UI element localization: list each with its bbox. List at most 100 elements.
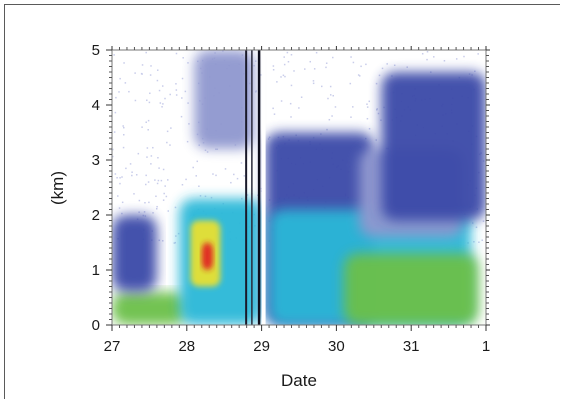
noise-dot — [123, 126, 125, 129]
noise-dot — [328, 118, 331, 121]
noise-dot — [181, 97, 183, 99]
noise-dot — [160, 179, 163, 182]
noise-dot — [304, 68, 306, 70]
noise-dot — [289, 102, 292, 105]
vertical-streaks — [245, 50, 266, 325]
noise-dot — [368, 100, 371, 103]
region-lavender — [194, 50, 255, 149]
noise-dot — [122, 133, 125, 136]
noise-dot — [161, 106, 163, 108]
noise-dot — [162, 103, 164, 105]
noise-dot — [290, 116, 292, 118]
noise-dot — [286, 51, 289, 54]
noise-dot — [124, 82, 127, 84]
noise-dot — [122, 125, 124, 127]
noise-dot — [365, 63, 367, 66]
noise-dot — [117, 195, 119, 197]
noise-dot — [145, 183, 147, 186]
noise-dot — [377, 112, 380, 115]
noise-dot — [147, 119, 150, 122]
noise-dot — [477, 53, 479, 55]
noise-dot — [185, 178, 187, 181]
noise-dot — [204, 195, 207, 198]
noise-dot — [204, 149, 207, 152]
noise-dot — [329, 85, 332, 88]
noise-dot — [352, 61, 355, 64]
noise-dot — [131, 174, 133, 177]
noise-dot — [187, 102, 189, 104]
noise-dot — [119, 182, 121, 185]
noise-dot — [150, 65, 152, 67]
noise-dot — [332, 56, 334, 59]
noise-dot — [155, 195, 157, 198]
noise-dot — [146, 147, 149, 149]
noise-dot — [187, 62, 189, 64]
noise-dot — [283, 56, 285, 58]
noise-dot — [260, 74, 262, 76]
noise-dot — [320, 85, 323, 88]
noise-dot — [474, 70, 476, 73]
region-blue — [381, 72, 486, 221]
region-blue — [112, 215, 157, 292]
noise-dot — [366, 106, 369, 108]
noise-dot — [113, 54, 115, 56]
noise-dot — [162, 240, 164, 242]
noise-dot — [158, 89, 161, 92]
noise-dot — [482, 220, 485, 222]
noise-dot — [125, 167, 127, 170]
noise-dot — [327, 97, 329, 100]
noise-dot — [260, 187, 263, 190]
noise-dot — [175, 235, 177, 237]
noise-dot — [349, 82, 352, 85]
x-axis-label: Date — [281, 371, 317, 390]
noise-dot — [175, 83, 177, 85]
noise-dot — [298, 107, 300, 109]
noise-dot — [287, 60, 290, 63]
noise-dot — [358, 75, 361, 77]
noise-dot — [114, 173, 117, 175]
noise-dot — [393, 64, 396, 67]
noise-dot — [243, 175, 246, 177]
noise-dot — [118, 207, 121, 209]
region-red — [201, 242, 213, 270]
noise-dot — [290, 53, 293, 56]
noise-dot — [293, 70, 295, 72]
noise-dot — [123, 62, 125, 64]
noise-dot — [426, 58, 428, 61]
noise-dot — [134, 99, 137, 102]
noise-dot — [272, 107, 274, 110]
noise-dot — [254, 91, 257, 93]
noise-dot — [156, 69, 159, 71]
noise-dot — [481, 239, 483, 241]
noise-dot — [280, 100, 283, 102]
noise-dot — [116, 177, 118, 179]
noise-dot — [148, 201, 150, 204]
noise-dot — [155, 207, 158, 210]
noise-dot — [118, 91, 120, 93]
noise-dot — [284, 75, 286, 78]
noise-dot — [175, 89, 178, 91]
noise-dot — [164, 97, 166, 100]
noise-dot — [115, 96, 117, 99]
noise-dot — [426, 51, 429, 53]
noise-dot — [135, 174, 138, 176]
noise-dot — [184, 90, 187, 93]
noise-dot — [166, 141, 168, 144]
noise-dot — [254, 60, 257, 62]
noise-dot — [175, 94, 178, 96]
x-tick-label: 1 — [482, 338, 490, 355]
noise-dot — [138, 211, 140, 213]
noise-dot — [152, 212, 154, 214]
noise-dot — [186, 140, 189, 143]
noise-dot — [156, 182, 159, 185]
noise-dot — [138, 199, 141, 202]
noise-dot — [157, 179, 160, 182]
noise-dot — [276, 81, 278, 83]
noise-dot — [325, 66, 327, 69]
noise-dot — [381, 67, 384, 70]
noise-dot — [162, 199, 165, 201]
noise-dot — [380, 119, 382, 121]
data-gap — [261, 50, 266, 325]
noise-dot — [443, 60, 446, 62]
y-tick-label: 0 — [92, 317, 100, 334]
